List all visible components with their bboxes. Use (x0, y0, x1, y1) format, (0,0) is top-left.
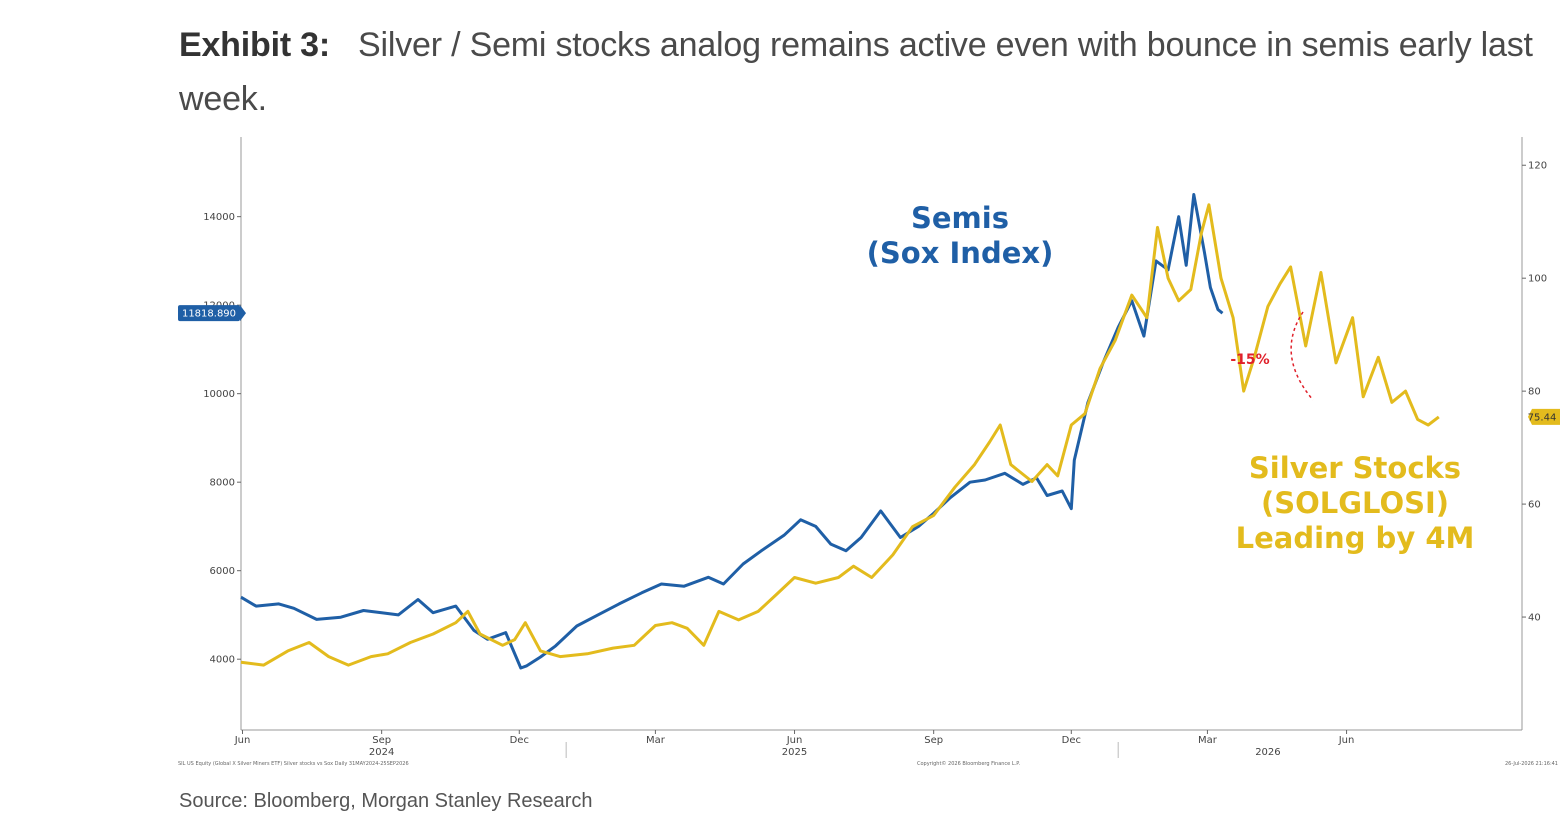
chart-annotations: 11818.890 75.44 Semis(Sox Index) Silver Sto… (178, 201, 1560, 555)
chart-axes: 400060008000100001200014000406080100120J… (203, 137, 1547, 758)
silver-annotation: (SOLGLOSI) (1261, 486, 1449, 520)
silver-series-line (240, 203, 1440, 667)
y-left-tick-label: 4000 (210, 655, 235, 666)
silver-last-value-tag (1528, 408, 1560, 425)
exhibit-label: Exhibit 3: (179, 26, 331, 64)
timestamp: 26-Jul-2026 21:16:41 (1505, 761, 1558, 767)
y-left-tick-label: 6000 (210, 566, 235, 577)
chart-series (240, 193, 1440, 670)
chart-footer: SIL US Equity (Global X Silver Miners ET… (178, 760, 1558, 767)
x-tick-label: Dec (1062, 735, 1081, 746)
y-right-tick-label: 120 (1528, 161, 1547, 172)
y-right-tick-label: 80 (1528, 387, 1541, 398)
x-year-label: 2026 (1255, 747, 1280, 758)
drawdown-label: -15% (1230, 352, 1269, 368)
semis-annotation: Semis (911, 201, 1009, 235)
ticker-note: SIL US Equity (Global X Silver Miners ET… (178, 761, 409, 767)
x-tick-label: Sep (372, 735, 391, 746)
y-right-tick-label: 40 (1528, 613, 1541, 624)
exhibit-title: Exhibit 3: Silver / Semi stocks analog re… (179, 18, 1549, 126)
x-tick-label: Mar (1198, 735, 1218, 746)
y-right-tick-label: 100 (1528, 274, 1547, 285)
silver-annotation: Leading by 4M (1236, 521, 1475, 555)
y-right-tick-label: 60 (1528, 500, 1541, 511)
semis-last-value-tag (178, 305, 240, 322)
chart-area: 400060008000100001200014000406080100120J… (178, 137, 1560, 767)
y-left-tick-label: 8000 (210, 478, 235, 489)
drawdown-arc (1290, 311, 1314, 401)
semis-series-line (240, 193, 1224, 670)
x-year-label: 2025 (782, 747, 807, 758)
source-note: Source: Bloomberg, Morgan Stanley Resear… (179, 790, 593, 812)
silver-annotation: Silver Stocks (1249, 451, 1461, 485)
x-tick-label: Jun (786, 735, 803, 746)
y-left-tick-label: 14000 (203, 212, 235, 223)
semis-annotation: (Sox Index) (867, 236, 1054, 270)
semis-tag-pointer (240, 305, 246, 322)
x-tick-label: Dec (510, 735, 529, 746)
x-tick-label: Sep (924, 735, 943, 746)
y-left-tick-label: 10000 (203, 389, 235, 400)
x-tick-label: Jun (234, 735, 251, 746)
x-tick-label: Jun (1338, 735, 1355, 746)
x-tick-label: Mar (646, 735, 666, 746)
x-year-label: 2024 (369, 747, 394, 758)
semis-last-value-label: 11818.890 (182, 309, 236, 320)
copyright-note: Copyright© 2026 Bloomberg Finance L.P. (917, 760, 1020, 767)
silver-last-value-label: 75.44 (1528, 412, 1557, 423)
exhibit-title-text: Silver / Semi stocks analog remains acti… (179, 26, 1533, 118)
